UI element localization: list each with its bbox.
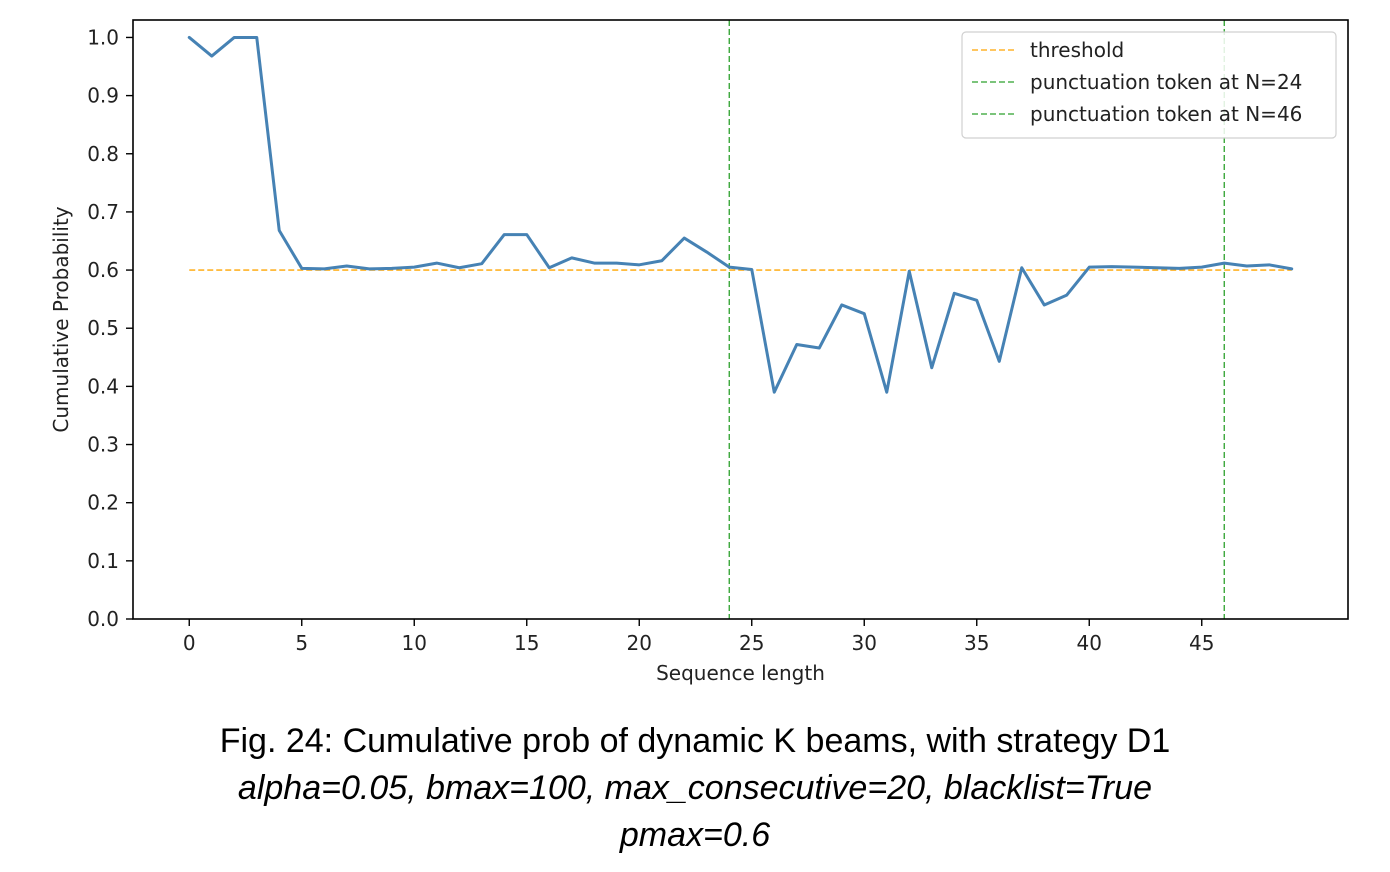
series-line	[187, 35, 1294, 394]
y-tick-label: 0.7	[87, 200, 119, 224]
x-axis: 0 5 10 15 20 25 30 35 40 45	[183, 619, 1214, 655]
legend-entry-label: threshold	[1030, 38, 1124, 62]
x-tick-label: 15	[514, 631, 539, 655]
legend: threshold punctuation token at N=24 punctu…	[961, 31, 1337, 139]
x-tick-label: 40	[1077, 631, 1102, 655]
y-tick-label: 0.1	[87, 549, 119, 573]
x-tick-label: 0	[183, 631, 196, 655]
y-axis-label: Cumulative Probability	[49, 206, 73, 432]
x-tick-label: 25	[739, 631, 764, 655]
series-layer	[187, 35, 1294, 394]
y-tick-label: 0.6	[87, 258, 119, 282]
y-tick-label: 0.9	[87, 84, 119, 108]
figure-caption-params: alpha=0.05, bmax=100, max_consecutive=20…	[237, 769, 1153, 807]
y-tick-label: 0.3	[87, 433, 119, 457]
y-tick-label: 0.4	[87, 374, 119, 398]
y-tick-label: 0.8	[87, 142, 119, 166]
x-tick-label: 10	[402, 631, 427, 655]
y-tick-label: 0.2	[87, 491, 119, 515]
x-tick-label: 30	[852, 631, 877, 655]
legend-entry-label: punctuation token at N=46	[1030, 102, 1302, 126]
figure-caption-pmax: pmax=0.6	[619, 816, 771, 854]
x-axis-label: Sequence length	[656, 661, 825, 685]
plot-frame	[132, 19, 1349, 620]
y-tick-label: 0.5	[87, 316, 119, 340]
line-chart: 0 5 10 15 20 25 30 35 40 45 0.0 0.1 0.2 0.3 0.4 0.5 0.6…	[49, 19, 1349, 685]
y-tick-label: 1.0	[87, 25, 119, 49]
x-tick-label: 35	[964, 631, 989, 655]
y-axis: 0.0 0.1 0.2 0.3 0.4 0.5 0.6 0.7 0.8 0.9 1.0	[87, 25, 133, 631]
legend-entry-label: punctuation token at N=24	[1030, 70, 1302, 94]
x-tick-label: 45	[1189, 631, 1214, 655]
legend-box	[961, 31, 1337, 139]
x-tick-label: 5	[295, 631, 308, 655]
y-tick-label: 0.0	[87, 607, 119, 631]
x-tick-label: 20	[627, 631, 652, 655]
figure-caption: Fig. 24: Cumulative prob of dynamic K be…	[219, 722, 1171, 760]
